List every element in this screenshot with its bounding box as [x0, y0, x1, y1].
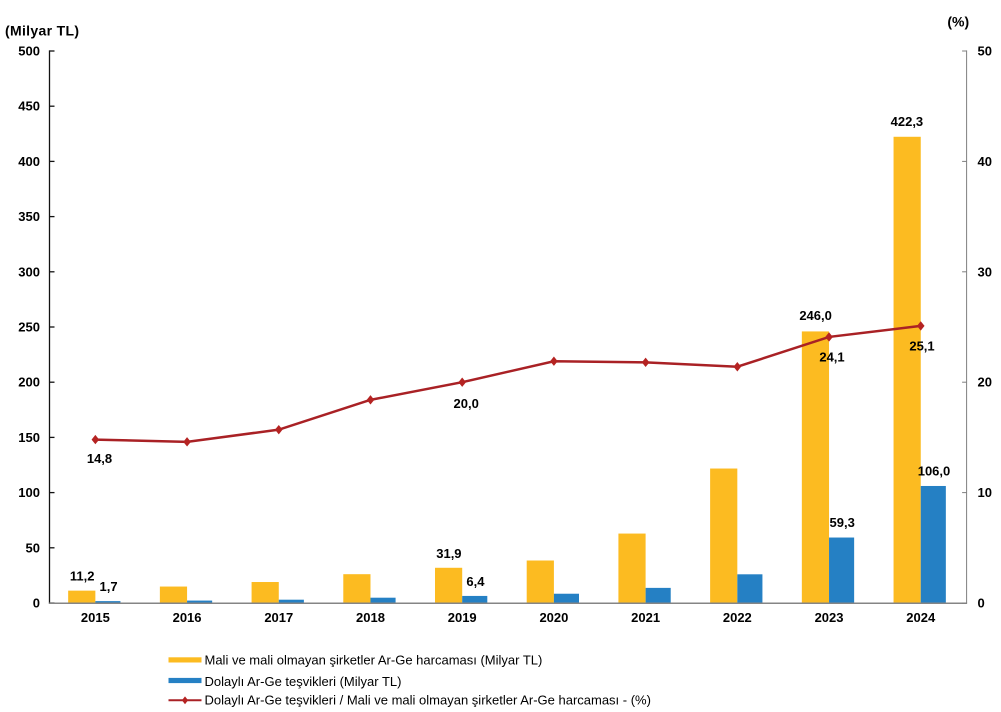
- svg-text:20: 20: [978, 375, 992, 390]
- svg-text:1,7: 1,7: [100, 579, 118, 594]
- svg-text:2022: 2022: [723, 610, 752, 625]
- svg-text:2023: 2023: [815, 610, 844, 625]
- svg-text:40: 40: [978, 154, 992, 169]
- svg-text:2017: 2017: [264, 610, 293, 625]
- svg-text:400: 400: [18, 154, 40, 169]
- svg-text:10: 10: [978, 485, 992, 500]
- svg-text:Dolaylı Ar-Ge teşvikleri / Mal: Dolaylı Ar-Ge teşvikleri / Mali ve mali …: [205, 693, 651, 708]
- svg-text:500: 500: [18, 44, 40, 59]
- svg-text:31,9: 31,9: [436, 546, 461, 561]
- svg-text:24,1: 24,1: [819, 350, 844, 365]
- svg-text:450: 450: [18, 99, 40, 114]
- svg-text:6,4: 6,4: [466, 574, 485, 589]
- svg-text:350: 350: [18, 209, 40, 224]
- svg-text:250: 250: [18, 320, 40, 335]
- svg-text:100: 100: [18, 485, 40, 500]
- svg-text:59,3: 59,3: [830, 515, 855, 530]
- svg-text:2021: 2021: [631, 610, 660, 625]
- svg-text:50: 50: [978, 44, 992, 59]
- svg-text:2016: 2016: [173, 610, 202, 625]
- svg-text:150: 150: [18, 430, 40, 445]
- svg-text:2018: 2018: [356, 610, 385, 625]
- svg-text:300: 300: [18, 264, 40, 279]
- svg-text:25,1: 25,1: [909, 339, 934, 354]
- svg-text:Mali ve mali olmayan şirketler: Mali ve mali olmayan şirketler Ar-Ge har…: [205, 653, 543, 668]
- svg-text:2024: 2024: [906, 610, 936, 625]
- svg-text:50: 50: [26, 540, 40, 555]
- svg-text:0: 0: [978, 596, 985, 611]
- svg-text:2015: 2015: [81, 610, 110, 625]
- svg-text:(Milyar TL): (Milyar TL): [5, 23, 79, 39]
- svg-text:2020: 2020: [539, 610, 568, 625]
- svg-text:246,0: 246,0: [799, 308, 832, 323]
- svg-text:30: 30: [978, 264, 992, 279]
- svg-text:11,2: 11,2: [70, 569, 95, 584]
- svg-text:Dolaylı Ar-Ge teşvikleri (Mily: Dolaylı Ar-Ge teşvikleri (Milyar TL): [205, 674, 402, 689]
- svg-text:422,3: 422,3: [891, 114, 924, 129]
- svg-text:(%): (%): [947, 14, 969, 30]
- svg-text:20,0: 20,0: [454, 396, 479, 411]
- svg-text:0: 0: [33, 596, 40, 611]
- svg-text:14,8: 14,8: [87, 451, 112, 466]
- svg-text:106,0: 106,0: [918, 464, 951, 479]
- svg-text:200: 200: [18, 375, 40, 390]
- svg-text:2019: 2019: [448, 610, 477, 625]
